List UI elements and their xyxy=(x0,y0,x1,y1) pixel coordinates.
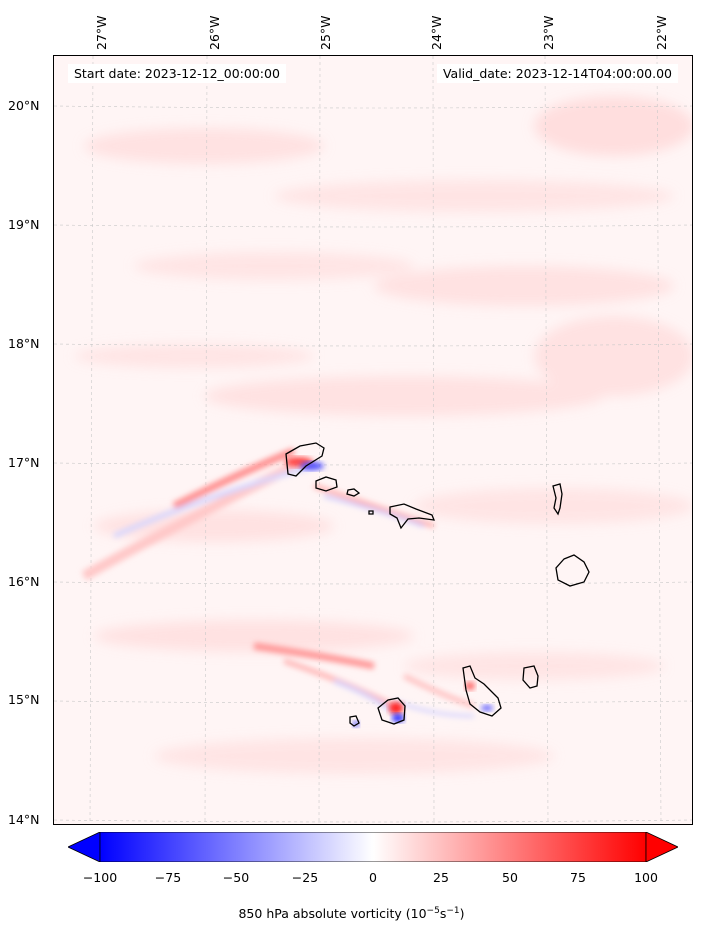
island-ilheu-outline xyxy=(368,510,374,515)
colorbar-tick-75: 75 xyxy=(570,870,586,885)
lat-label-18n: 18°N xyxy=(8,336,40,351)
lat-label-14n: 14°N xyxy=(8,812,40,827)
island-maio-outline xyxy=(522,665,539,689)
island-brava-outline xyxy=(349,715,360,727)
lon-label-22w: 22°W xyxy=(654,15,669,50)
lon-label-23w: 23°W xyxy=(541,15,556,50)
colorbar-tick-25: 25 xyxy=(433,870,449,885)
lon-label-24w: 24°W xyxy=(429,15,444,50)
island-fogo-outline xyxy=(377,697,406,725)
lat-label-17n: 17°N xyxy=(8,455,40,470)
lon-label-26w: 26°W xyxy=(207,15,222,50)
colorbar-tick-m25: −25 xyxy=(291,870,319,885)
lon-label-25w: 25°W xyxy=(318,15,333,50)
island-sal-outline xyxy=(552,483,563,516)
colorbar-title: 850 hPa absolute vorticity (10−5s−1) xyxy=(238,906,465,922)
lat-label-19n: 19°N xyxy=(8,217,40,232)
colorbar-tick-m100: −100 xyxy=(82,870,118,885)
lon-label-27w: 27°W xyxy=(94,15,109,50)
vorticity-map: Start date: 2023-12-12_00:00:00 Valid_da… xyxy=(53,55,693,825)
island-santa-luzia-outline xyxy=(346,488,361,497)
valid-date-label: Valid_date: 2023-12-14T04:00:00.00 xyxy=(436,64,678,83)
vorticity-field xyxy=(54,56,692,824)
island-sao-vicente-outline xyxy=(315,476,338,492)
colorbar-tick-100: 100 xyxy=(634,870,658,885)
lat-label-16n: 16°N xyxy=(8,574,40,589)
start-date-label: Start date: 2023-12-12_00:00:00 xyxy=(68,64,286,83)
colorbar-tick-0: 0 xyxy=(369,870,377,885)
island-santiago-outline xyxy=(462,665,502,717)
island-sao-nicolau-outline xyxy=(389,503,436,530)
vorticity-colorbar xyxy=(68,832,678,862)
lat-label-15n: 15°N xyxy=(8,692,40,707)
island-santo-antao-outline xyxy=(285,442,325,477)
colorbar-tick-m50: −50 xyxy=(222,870,250,885)
colorbar-tick-50: 50 xyxy=(502,870,518,885)
island-boavista-outline xyxy=(555,554,590,587)
lat-label-20n: 20°N xyxy=(8,98,40,113)
colorbar-tick-m75: −75 xyxy=(154,870,182,885)
